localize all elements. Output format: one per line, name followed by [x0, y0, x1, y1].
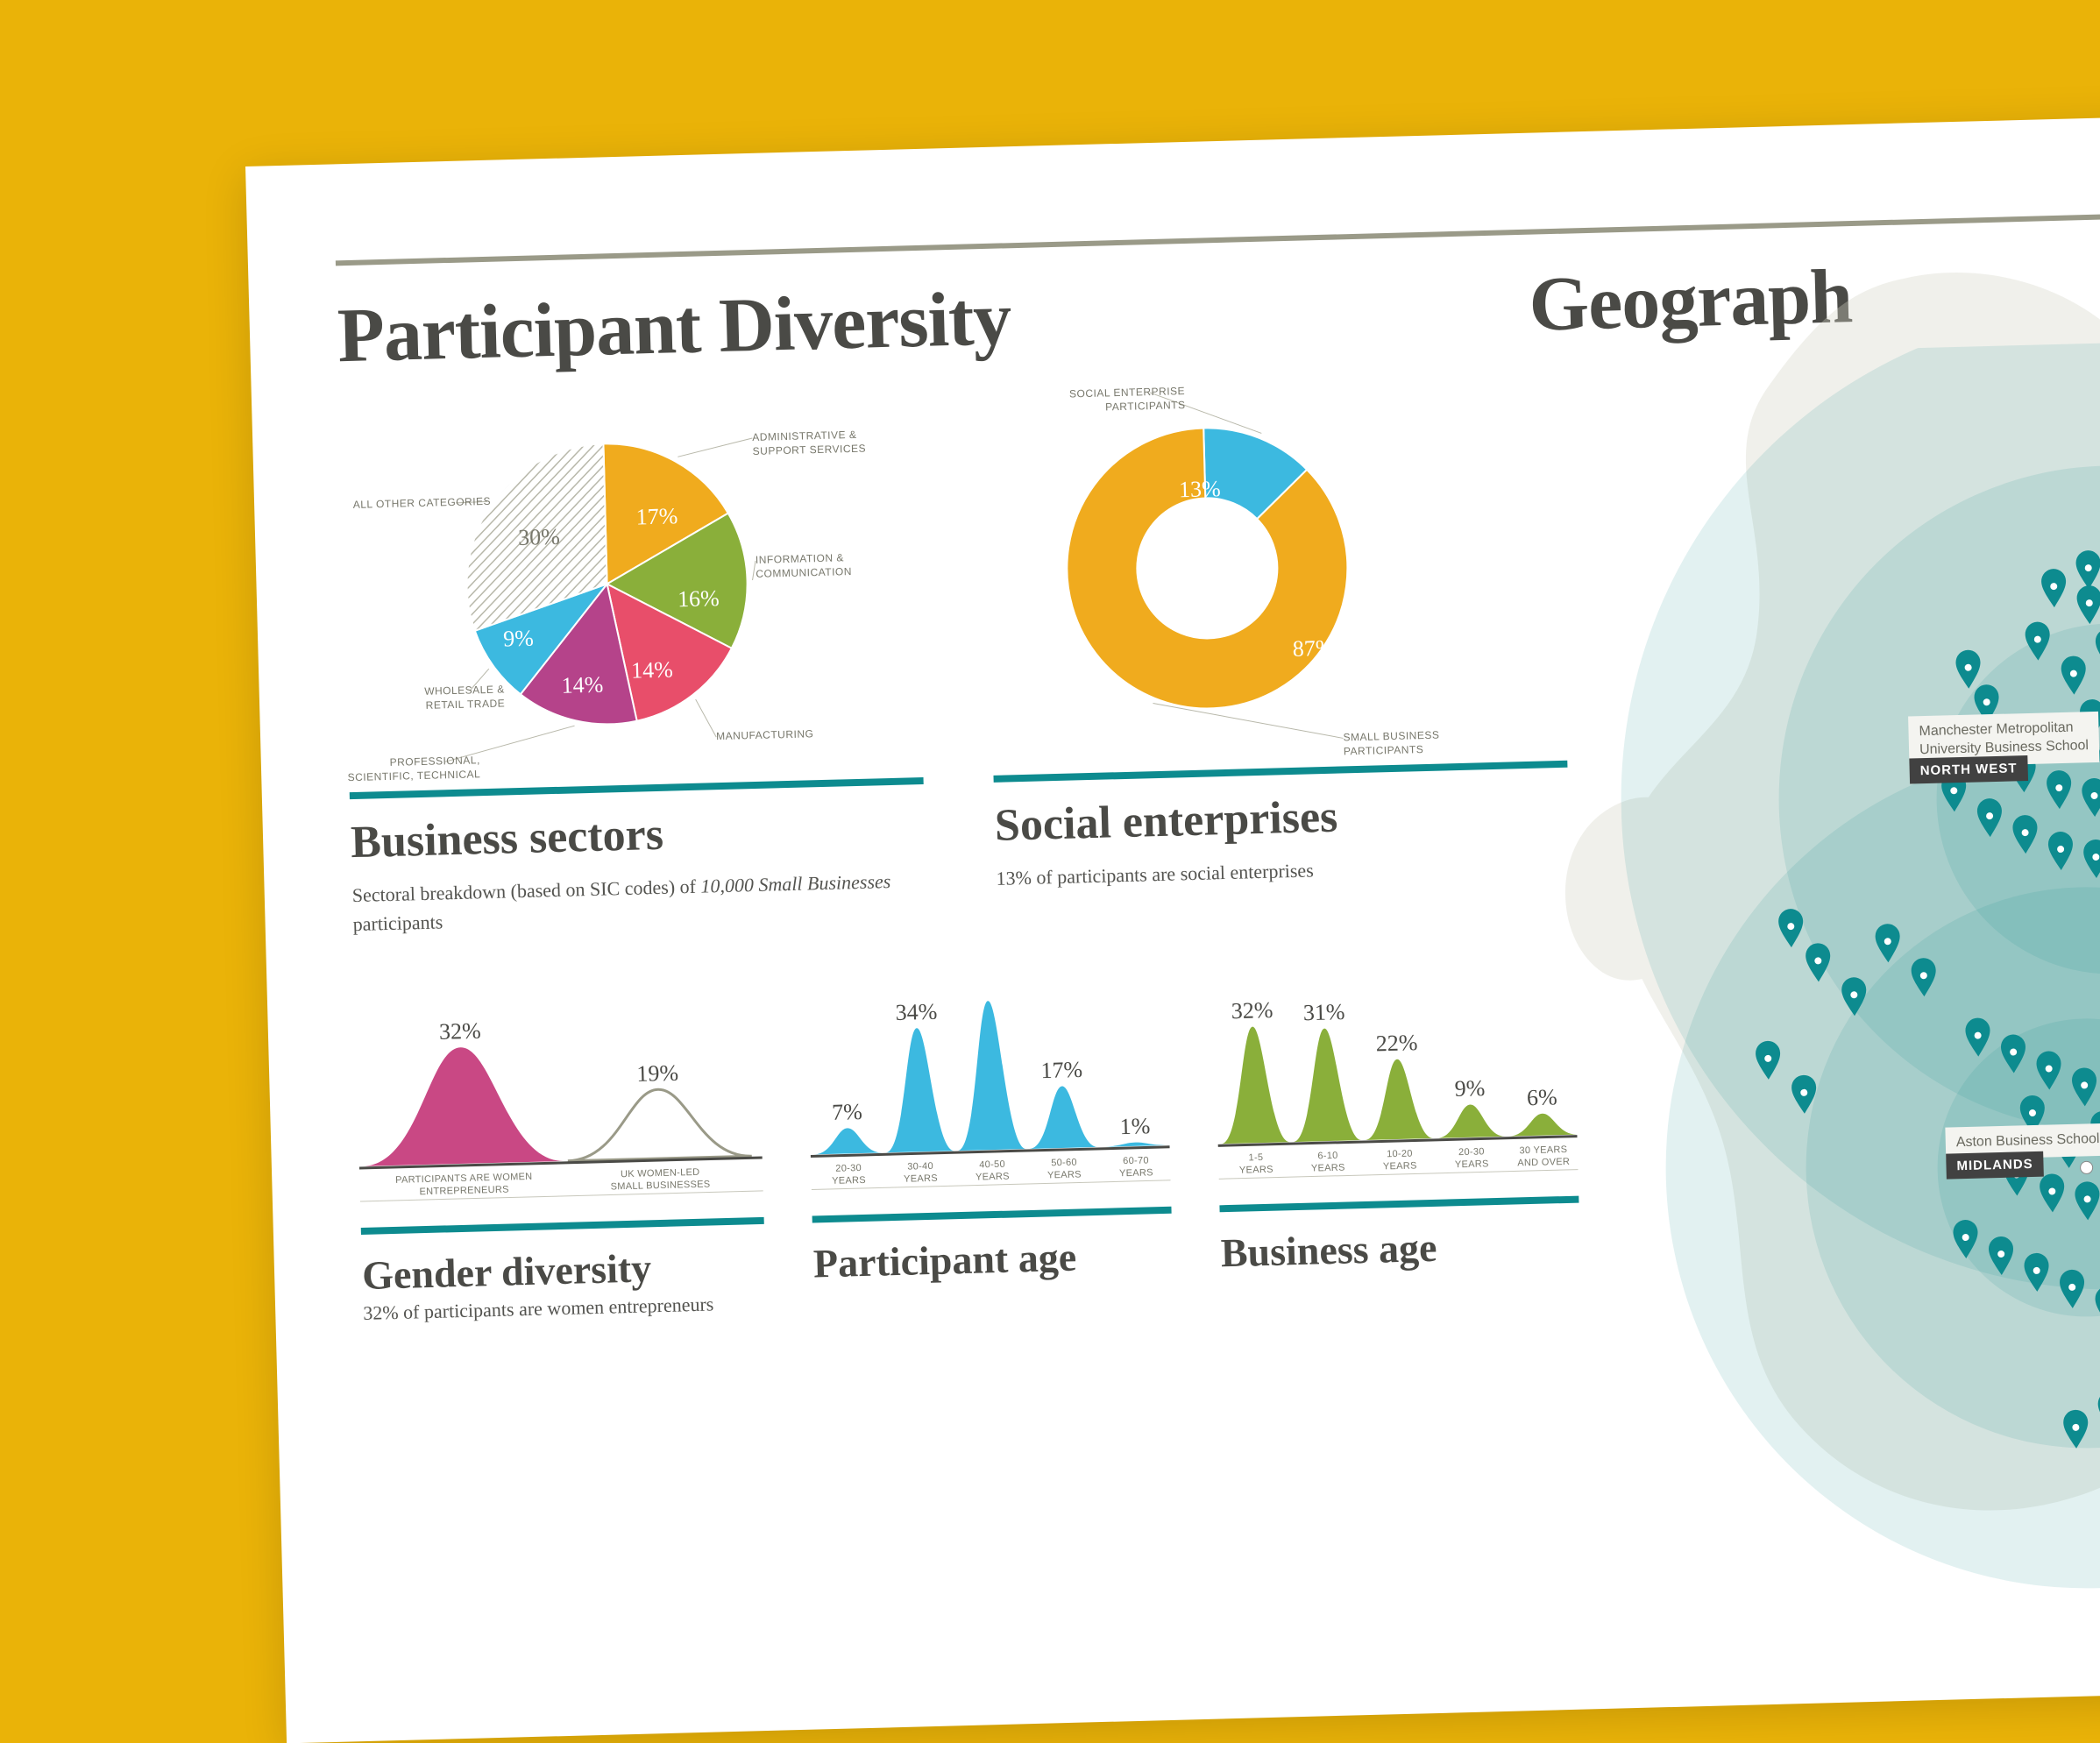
hump-shape	[883, 1027, 954, 1152]
hump-x-label: 40-50	[979, 1159, 1005, 1171]
participant-age-title: Participant age	[812, 1231, 1173, 1287]
hump-percent-label: 22%	[1375, 1030, 1417, 1056]
hump-percent-label: 17%	[1040, 1057, 1082, 1083]
hump-x-label: 50-60	[1051, 1158, 1077, 1169]
gender-diversity-chart: 32% PARTICIPANTS ARE WOMENENTREPRENEURS 19…	[355, 1007, 766, 1328]
geo-pins-layer	[1609, 331, 2100, 1670]
hump-x-label: PARTICIPANTS ARE WOMEN	[395, 1172, 533, 1186]
hump-shape	[813, 1127, 883, 1154]
pie-category-label: PROFESSIONAL, SCIENTIFIC, TECHNICAL	[340, 754, 481, 784]
hump-x-label: 20-30	[835, 1163, 862, 1174]
hump-x-label: 60-70	[1123, 1155, 1149, 1166]
map-pin-icon	[2096, 628, 2100, 668]
pie-category-label: SOCIAL ENTERPRISE PARTICIPANTS	[1045, 385, 1186, 415]
hump-shape	[1028, 1085, 1098, 1149]
section-rule	[812, 1207, 1172, 1223]
hump-x-label: YEARS	[1455, 1158, 1489, 1170]
hump-x-label: YEARS	[1119, 1167, 1153, 1179]
hump-x-label: SMALL BUSINESSES	[611, 1180, 711, 1193]
business-sectors-desc: Sectoral breakdown (based on SIC codes) …	[351, 866, 927, 939]
hump-shape	[566, 1088, 752, 1161]
infographic-poster: Participant Diversity Geograph 17%ADMINI…	[245, 111, 2100, 1743]
hump-percent-label: 1%	[1119, 1113, 1150, 1139]
pie-category-label: INFORMATION &COMMUNICATION	[756, 550, 897, 581]
pie-row: 17% ADMINISTRATIVE &SUPPORT SERVICES 16% IN…	[339, 375, 1571, 939]
section-rule	[361, 1217, 764, 1235]
social-enterprises-title: Social enterprises	[994, 785, 1569, 852]
social-enterprises-desc: 13% of participants are social enterpris…	[996, 849, 1571, 893]
hump-x-label: YEARS	[1239, 1165, 1273, 1176]
hump-x-label: YEARS	[1047, 1169, 1082, 1180]
region-label: NORTH WEST	[1909, 755, 2028, 784]
hump-x-label: YEARS	[832, 1175, 866, 1187]
hump-percent-label: 6%	[1527, 1084, 1557, 1110]
pie-percent-label: 30%	[518, 524, 560, 551]
pie-percent-label: 14%	[561, 672, 603, 699]
content-row: 17% ADMINISTRATIVE &SUPPORT SERVICES 16% IN…	[339, 339, 2100, 1328]
pie-percent-label: 17%	[635, 503, 678, 530]
pie-category-label: SMALL BUSINESS PARTICIPANTS	[1343, 727, 1484, 758]
hump-x-label: 1-5	[1248, 1152, 1263, 1163]
hump-shape	[954, 1000, 1025, 1151]
hump-percent-label: 41%	[967, 996, 1009, 998]
pie-category-label: WHOLESALE &RETAIL TRADE	[365, 683, 506, 713]
hump-shape	[1218, 1026, 1289, 1144]
geography-column: Manchester MetropolitanUniversity Busine…	[1609, 339, 2100, 1294]
hump-percent-label: 7%	[832, 1099, 862, 1125]
section-rule	[1219, 1196, 1579, 1213]
business-age-chart: 32%1-5YEARS31%6-10YEARS22%10-20YEARS9%20…	[1214, 986, 1581, 1306]
pie-percent-label: 13%	[1179, 476, 1221, 503]
map-pin-icon	[2095, 1286, 2100, 1325]
hump-x-label: 20-30	[1458, 1146, 1485, 1158]
social-enterprises-chart: 13% SOCIAL ENTERPRISE PARTICIPANTS 87% SMAL…	[983, 375, 1571, 922]
pie-percent-label: 16%	[678, 585, 720, 613]
hump-x-label: YEARS	[1383, 1160, 1417, 1172]
hump-x-label: UK WOMEN-LED	[621, 1167, 700, 1180]
hump-percent-label: 32%	[439, 1018, 481, 1045]
hump-shape	[1363, 1059, 1433, 1140]
hump-percent-label: 32%	[1231, 997, 1273, 1024]
pie-category-label: ADMINISTRATIVE &SUPPORT SERVICES	[752, 428, 893, 458]
hump-charts-row: 32% PARTICIPANTS ARE WOMENENTREPRENEURS 19…	[355, 986, 1581, 1328]
diversity-column: 17% ADMINISTRATIVE &SUPPORT SERVICES 16% IN…	[339, 356, 1635, 1328]
hump-percent-label: 31%	[1302, 999, 1344, 1025]
pie-percent-label: 9%	[503, 626, 534, 653]
business-age-title: Business age	[1220, 1221, 1580, 1277]
business-sectors-title: Business sectors	[350, 802, 925, 868]
hump-x-label: 6-10	[1317, 1151, 1338, 1162]
hump-x-label: YEARS	[904, 1173, 938, 1185]
hump-percent-label: 19%	[636, 1060, 678, 1087]
hump-shape	[1290, 1028, 1361, 1143]
hump-percent-label: 34%	[895, 999, 937, 1025]
pie-percent-label: 87%	[1292, 635, 1334, 662]
hump-x-label: ENTREPRENEURS	[419, 1185, 509, 1198]
hump-shape	[359, 1045, 564, 1166]
hump-x-label: YEARS	[976, 1172, 1010, 1183]
hump-x-label: 10-20	[1387, 1149, 1413, 1160]
business-sectors-chart: 17% ADMINISTRATIVE &SUPPORT SERVICES 16% IN…	[339, 392, 927, 939]
region-label: MIDLANDS	[1946, 1151, 2044, 1180]
hump-x-label: 30-40	[907, 1161, 933, 1173]
hump-x-label: YEARS	[1311, 1163, 1345, 1174]
hump-shape	[1437, 1103, 1506, 1137]
hump-percent-label: 9%	[1454, 1075, 1485, 1102]
participant-age-chart: 7%20-30YEARS34%30-40YEARS41%40-50YEARS17…	[806, 996, 1174, 1316]
pie-percent-label: 14%	[631, 656, 673, 684]
